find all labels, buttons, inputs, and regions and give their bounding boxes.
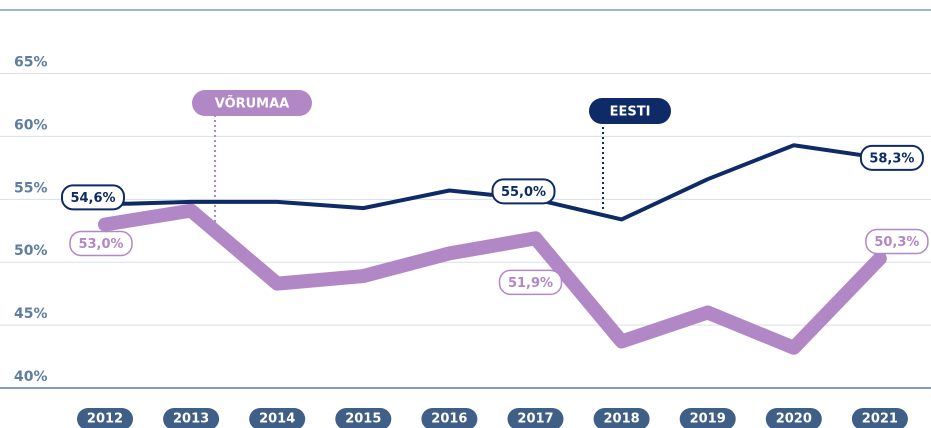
- x-tick-label: 2015: [345, 412, 381, 427]
- series-line: [98, 203, 887, 355]
- x-tick-label: 2016: [431, 412, 467, 427]
- value-label-box: [69, 230, 133, 257]
- y-tick-label: 40%: [14, 369, 48, 385]
- y-tick-label: 55%: [14, 180, 48, 196]
- value-label-box: [498, 269, 563, 296]
- x-tick-label: 2021: [862, 412, 898, 427]
- year-pill: [335, 408, 392, 428]
- value-label: 50,3%: [874, 235, 919, 250]
- x-tick-label: 2017: [517, 412, 553, 427]
- x-tick-label: 2018: [604, 412, 640, 427]
- value-label-box: [491, 178, 556, 205]
- value-label: 58,3%: [869, 151, 914, 166]
- y-tick-label: 50%: [14, 243, 48, 259]
- year-pill: [507, 408, 564, 428]
- year-pill: [77, 408, 133, 428]
- value-label: 55,0%: [501, 185, 546, 200]
- x-tick-label: 2019: [690, 412, 726, 427]
- year-pill: [851, 408, 908, 428]
- year-pill: [163, 408, 220, 428]
- year-pill: [249, 408, 306, 428]
- y-tick-label: 65%: [14, 55, 48, 71]
- year-pill: [765, 408, 822, 428]
- value-label: 54,6%: [70, 191, 115, 206]
- x-tick-label: 2020: [776, 412, 812, 427]
- year-pill: [421, 408, 478, 428]
- series-line: [103, 143, 882, 222]
- year-pill: [593, 408, 650, 428]
- value-label-box: [61, 184, 125, 211]
- x-tick-label: 2013: [173, 412, 209, 427]
- year-pill: [679, 408, 736, 428]
- x-tick-label: 2012: [87, 412, 123, 427]
- value-label: 53,0%: [78, 237, 123, 252]
- value-label-box: [865, 228, 929, 255]
- value-label-box: [859, 144, 924, 171]
- series-tag: [589, 98, 671, 124]
- x-tick-label: 2014: [259, 412, 295, 427]
- value-label: 51,9%: [508, 276, 553, 291]
- y-tick-label: 45%: [14, 306, 48, 322]
- y-tick-label: 60%: [14, 117, 48, 133]
- series-tag-label: EESTI: [610, 105, 651, 120]
- series-tag-label: VÕRUMAA: [215, 96, 290, 112]
- series-tag: [192, 90, 312, 116]
